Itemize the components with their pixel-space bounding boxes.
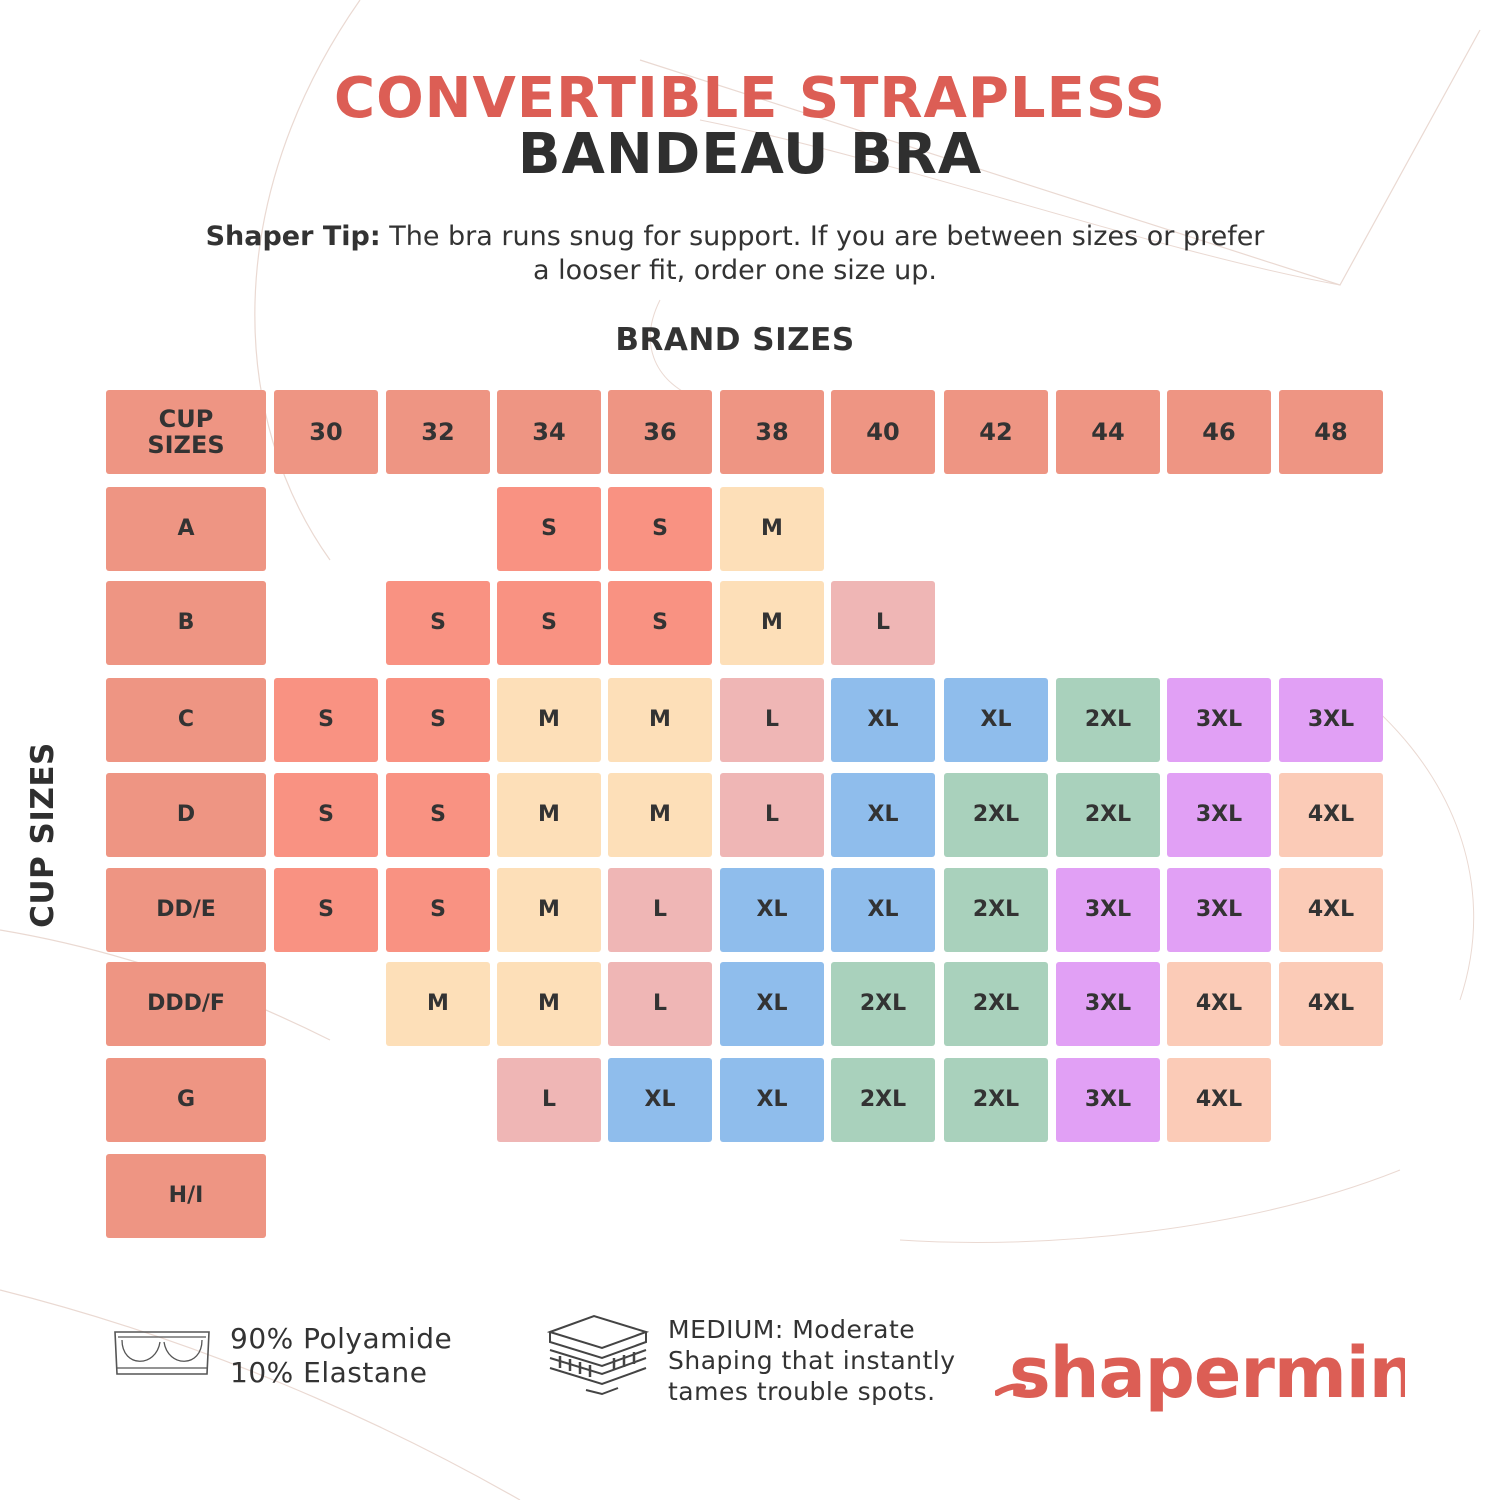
cup-row-header: DD/E bbox=[106, 868, 266, 952]
band-header-42: 42 bbox=[944, 390, 1048, 474]
size-cell: 3XL bbox=[1056, 1058, 1160, 1142]
size-cell: S bbox=[386, 678, 490, 762]
shaper-tip-text: The bra runs snug for support. If you ar… bbox=[389, 221, 1265, 286]
size-cell: S bbox=[386, 773, 490, 857]
cup-row-header: D bbox=[106, 773, 266, 857]
size-cell: 2XL bbox=[944, 1058, 1048, 1142]
size-cell: M bbox=[386, 962, 490, 1046]
size-cell: 3XL bbox=[1167, 773, 1271, 857]
size-cell: 2XL bbox=[944, 868, 1048, 952]
size-cell: 4XL bbox=[1279, 868, 1383, 952]
size-cell: 2XL bbox=[831, 1058, 935, 1142]
size-cell: L bbox=[720, 678, 824, 762]
size-cell: S bbox=[386, 581, 490, 665]
cup-row-header: A bbox=[106, 487, 266, 571]
band-header-40: 40 bbox=[831, 390, 935, 474]
size-cell: XL bbox=[944, 678, 1048, 762]
bandeau-bra-icon bbox=[114, 1331, 210, 1375]
shaping-line-2: Shaping that instantly bbox=[668, 1346, 956, 1375]
size-cell: S bbox=[274, 678, 378, 762]
size-cell: S bbox=[497, 581, 601, 665]
cup-row-header: B bbox=[106, 581, 266, 665]
size-cell: S bbox=[386, 868, 490, 952]
size-cell: 2XL bbox=[1056, 773, 1160, 857]
size-cell: M bbox=[720, 487, 824, 571]
size-cell: 4XL bbox=[1167, 1058, 1271, 1142]
band-header-44: 44 bbox=[1056, 390, 1160, 474]
size-cell: L bbox=[608, 962, 712, 1046]
material-line-2: 10% Elastane bbox=[230, 1356, 428, 1389]
shaping-level: MEDIUM: Moderate Shaping that instantly … bbox=[668, 1314, 956, 1407]
size-cell: 3XL bbox=[1056, 962, 1160, 1046]
size-cell: XL bbox=[608, 1058, 712, 1142]
cup-row-header: C bbox=[106, 678, 266, 762]
corner-header-cell: CUP SIZES bbox=[106, 390, 266, 474]
size-cell: M bbox=[497, 962, 601, 1046]
size-cell: XL bbox=[720, 1058, 824, 1142]
size-cell: 2XL bbox=[831, 962, 935, 1046]
shaper-tip: Shaper Tip: The bra runs snug for suppor… bbox=[200, 220, 1270, 288]
size-cell: 4XL bbox=[1279, 962, 1383, 1046]
title-line-1: CONVERTIBLE STRAPLESS bbox=[333, 66, 1167, 131]
size-cell: S bbox=[608, 487, 712, 571]
band-header-30: 30 bbox=[274, 390, 378, 474]
shaper-tip-label: Shaper Tip: bbox=[205, 221, 381, 252]
cup-row-header: H/I bbox=[106, 1154, 266, 1238]
band-header-32: 32 bbox=[386, 390, 490, 474]
layered-compression-icon bbox=[546, 1314, 650, 1396]
material-composition: 90% Polyamide 10% Elastane bbox=[230, 1322, 452, 1390]
size-cell: 2XL bbox=[1056, 678, 1160, 762]
band-header-48: 48 bbox=[1279, 390, 1383, 474]
shaping-line-1: MEDIUM: Moderate bbox=[668, 1315, 916, 1344]
size-cell: M bbox=[497, 773, 601, 857]
material-line-1: 90% Polyamide bbox=[230, 1322, 453, 1355]
brand-sizes-heading: BRAND SIZES bbox=[615, 322, 855, 358]
cup-row-header: G bbox=[106, 1058, 266, 1142]
logo-text: shapermint bbox=[1009, 1335, 1405, 1414]
size-cell: 3XL bbox=[1167, 868, 1271, 952]
size-cell: 2XL bbox=[944, 962, 1048, 1046]
size-cell: L bbox=[497, 1058, 601, 1142]
shaping-line-3: tames trouble spots. bbox=[668, 1377, 936, 1406]
size-cell: M bbox=[497, 678, 601, 762]
band-header-36: 36 bbox=[608, 390, 712, 474]
size-cell: XL bbox=[831, 868, 935, 952]
size-cell: XL bbox=[831, 773, 935, 857]
size-cell: 4XL bbox=[1167, 962, 1271, 1046]
size-cell: S bbox=[497, 487, 601, 571]
size-cell: XL bbox=[831, 678, 935, 762]
size-cell: XL bbox=[720, 868, 824, 952]
size-cell: 3XL bbox=[1167, 678, 1271, 762]
band-header-34: 34 bbox=[497, 390, 601, 474]
size-cell: M bbox=[608, 773, 712, 857]
size-cell: L bbox=[608, 868, 712, 952]
size-cell: L bbox=[831, 581, 935, 665]
size-cell: 4XL bbox=[1279, 773, 1383, 857]
shapermint-logo: shapermint bbox=[995, 1335, 1405, 1414]
band-header-38: 38 bbox=[720, 390, 824, 474]
band-header-46: 46 bbox=[1167, 390, 1271, 474]
size-cell: M bbox=[720, 581, 824, 665]
size-cell: 2XL bbox=[944, 773, 1048, 857]
cup-row-header: DDD/F bbox=[106, 962, 266, 1046]
title-line-2: BANDEAU BRA bbox=[517, 122, 983, 187]
size-cell: 3XL bbox=[1056, 868, 1160, 952]
size-cell: XL bbox=[720, 962, 824, 1046]
size-cell: M bbox=[608, 678, 712, 762]
size-cell: S bbox=[608, 581, 712, 665]
size-cell: L bbox=[720, 773, 824, 857]
size-cell: 3XL bbox=[1279, 678, 1383, 762]
size-cell: S bbox=[274, 773, 378, 857]
size-cell: M bbox=[497, 868, 601, 952]
size-cell: S bbox=[274, 868, 378, 952]
